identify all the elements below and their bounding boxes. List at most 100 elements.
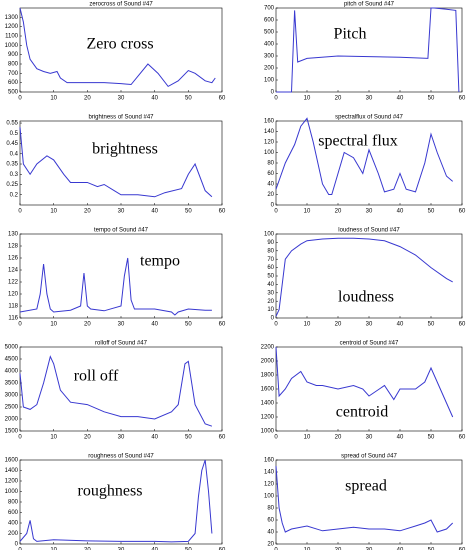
x-tick-label: 50 bbox=[428, 209, 435, 215]
data-line bbox=[19, 355, 213, 427]
y-tick-label: 0 bbox=[271, 203, 275, 209]
annotation: Zero cross bbox=[86, 36, 153, 53]
plot-frame bbox=[19, 459, 223, 545]
x-tick-label: 20 bbox=[84, 209, 91, 215]
x-tick-label: 50 bbox=[428, 548, 435, 550]
y-tick-label: 400 bbox=[8, 521, 19, 527]
x-tick-label: 60 bbox=[219, 435, 226, 441]
x-tick-label: 30 bbox=[366, 96, 373, 102]
plot-frame bbox=[19, 346, 223, 432]
y-tick-label: 1200 bbox=[261, 415, 275, 421]
x-tick-label: 20 bbox=[335, 209, 342, 215]
y-tick-label: 2500 bbox=[5, 405, 19, 411]
y-tick-label: 160 bbox=[264, 458, 275, 464]
data-line bbox=[275, 346, 454, 418]
y-tick-label: 100 bbox=[264, 494, 275, 500]
y-tick-label: 900 bbox=[8, 52, 19, 58]
x-tick-label: 10 bbox=[304, 96, 311, 102]
y-tick-label: 1000 bbox=[261, 429, 275, 435]
y-tick-label: 200 bbox=[8, 531, 19, 537]
y-tick-label: 0.4 bbox=[10, 151, 19, 157]
x-tick-label: 0 bbox=[18, 96, 22, 102]
annotation: roughness bbox=[78, 483, 143, 500]
data-line bbox=[276, 7, 460, 93]
x-tick-label: 40 bbox=[397, 322, 404, 328]
chart-title: tempo of Sound #47 bbox=[94, 228, 149, 234]
y-tick-label: 800 bbox=[8, 62, 19, 68]
x-tick-label: 50 bbox=[185, 322, 192, 328]
y-tick-label: 0.3 bbox=[10, 172, 19, 178]
y-tick-label: 120 bbox=[8, 292, 19, 298]
x-tick-label: 10 bbox=[304, 435, 311, 441]
chart-title: pitch of Sound #47 bbox=[344, 2, 395, 8]
x-tick-label: 10 bbox=[304, 548, 311, 550]
y-tick-label: 20 bbox=[267, 192, 274, 198]
x-tick-label: 60 bbox=[219, 548, 226, 550]
y-tick-label: 80 bbox=[267, 248, 274, 254]
x-tick-label: 60 bbox=[219, 96, 226, 102]
x-tick-label: 60 bbox=[219, 209, 226, 215]
chart-title: loudness of Sound #47 bbox=[338, 228, 400, 234]
data-line bbox=[19, 7, 216, 88]
data-line bbox=[19, 257, 212, 316]
y-tick-label: 20 bbox=[267, 542, 274, 548]
x-tick-label: 20 bbox=[335, 548, 342, 550]
x-tick-label: 20 bbox=[335, 435, 342, 441]
chart-title: centroid of Sound #47 bbox=[340, 341, 399, 347]
x-tick-label: 60 bbox=[219, 322, 226, 328]
y-tick-label: 60 bbox=[267, 171, 274, 177]
x-tick-label: 10 bbox=[50, 96, 57, 102]
annotation: roll off bbox=[74, 368, 119, 385]
x-tick-label: 30 bbox=[366, 322, 373, 328]
y-tick-label: 1000 bbox=[5, 489, 19, 495]
x-tick-label: 30 bbox=[118, 96, 125, 102]
y-tick-label: 100 bbox=[264, 150, 275, 156]
x-tick-label: 60 bbox=[459, 548, 466, 550]
x-tick-label: 50 bbox=[185, 209, 192, 215]
x-tick-label: 20 bbox=[84, 322, 91, 328]
x-tick-label: 50 bbox=[185, 435, 192, 441]
y-tick-label: 1500 bbox=[5, 429, 19, 435]
y-tick-label: 1400 bbox=[5, 468, 19, 474]
x-tick-label: 60 bbox=[459, 209, 466, 215]
y-tick-label: 3500 bbox=[5, 381, 19, 387]
y-tick-label: 500 bbox=[264, 30, 275, 36]
y-tick-label: 0.35 bbox=[6, 162, 18, 168]
data-line bbox=[19, 127, 213, 198]
x-tick-label: 60 bbox=[459, 96, 466, 102]
plot-frame bbox=[19, 120, 223, 206]
x-tick-label: 60 bbox=[459, 322, 466, 328]
y-tick-label: 700 bbox=[264, 6, 275, 12]
x-tick-label: 40 bbox=[151, 548, 158, 550]
y-tick-label: 0 bbox=[271, 90, 275, 96]
y-tick-label: 140 bbox=[264, 470, 275, 476]
x-tick-label: 40 bbox=[397, 209, 404, 215]
y-tick-label: 130 bbox=[8, 232, 19, 238]
data-line bbox=[19, 459, 213, 543]
chart-title: brightness of Sound #47 bbox=[88, 115, 154, 121]
x-tick-label: 0 bbox=[274, 322, 278, 328]
y-tick-label: 100 bbox=[264, 78, 275, 84]
x-tick-label: 20 bbox=[84, 96, 91, 102]
y-tick-label: 0.55 bbox=[6, 121, 18, 127]
y-tick-label: 0 bbox=[15, 542, 19, 548]
annotation: spread bbox=[345, 478, 387, 495]
x-tick-label: 0 bbox=[274, 435, 278, 441]
y-tick-label: 100 bbox=[264, 232, 275, 238]
x-tick-label: 0 bbox=[274, 96, 278, 102]
data-line bbox=[275, 237, 453, 317]
x-tick-label: 40 bbox=[397, 435, 404, 441]
y-tick-label: 1300 bbox=[5, 15, 19, 21]
x-tick-label: 50 bbox=[185, 96, 192, 102]
x-tick-label: 0 bbox=[18, 322, 22, 328]
y-tick-label: 60 bbox=[267, 265, 274, 271]
y-tick-label: 118 bbox=[8, 304, 18, 310]
annotation: centroid bbox=[336, 404, 388, 421]
y-tick-label: 60 bbox=[267, 518, 274, 524]
x-tick-label: 30 bbox=[366, 209, 373, 215]
y-tick-label: 1200 bbox=[5, 24, 19, 30]
y-tick-label: 122 bbox=[8, 280, 19, 286]
x-tick-label: 40 bbox=[397, 548, 404, 550]
chart-title: roughness of Sound #47 bbox=[88, 454, 154, 460]
